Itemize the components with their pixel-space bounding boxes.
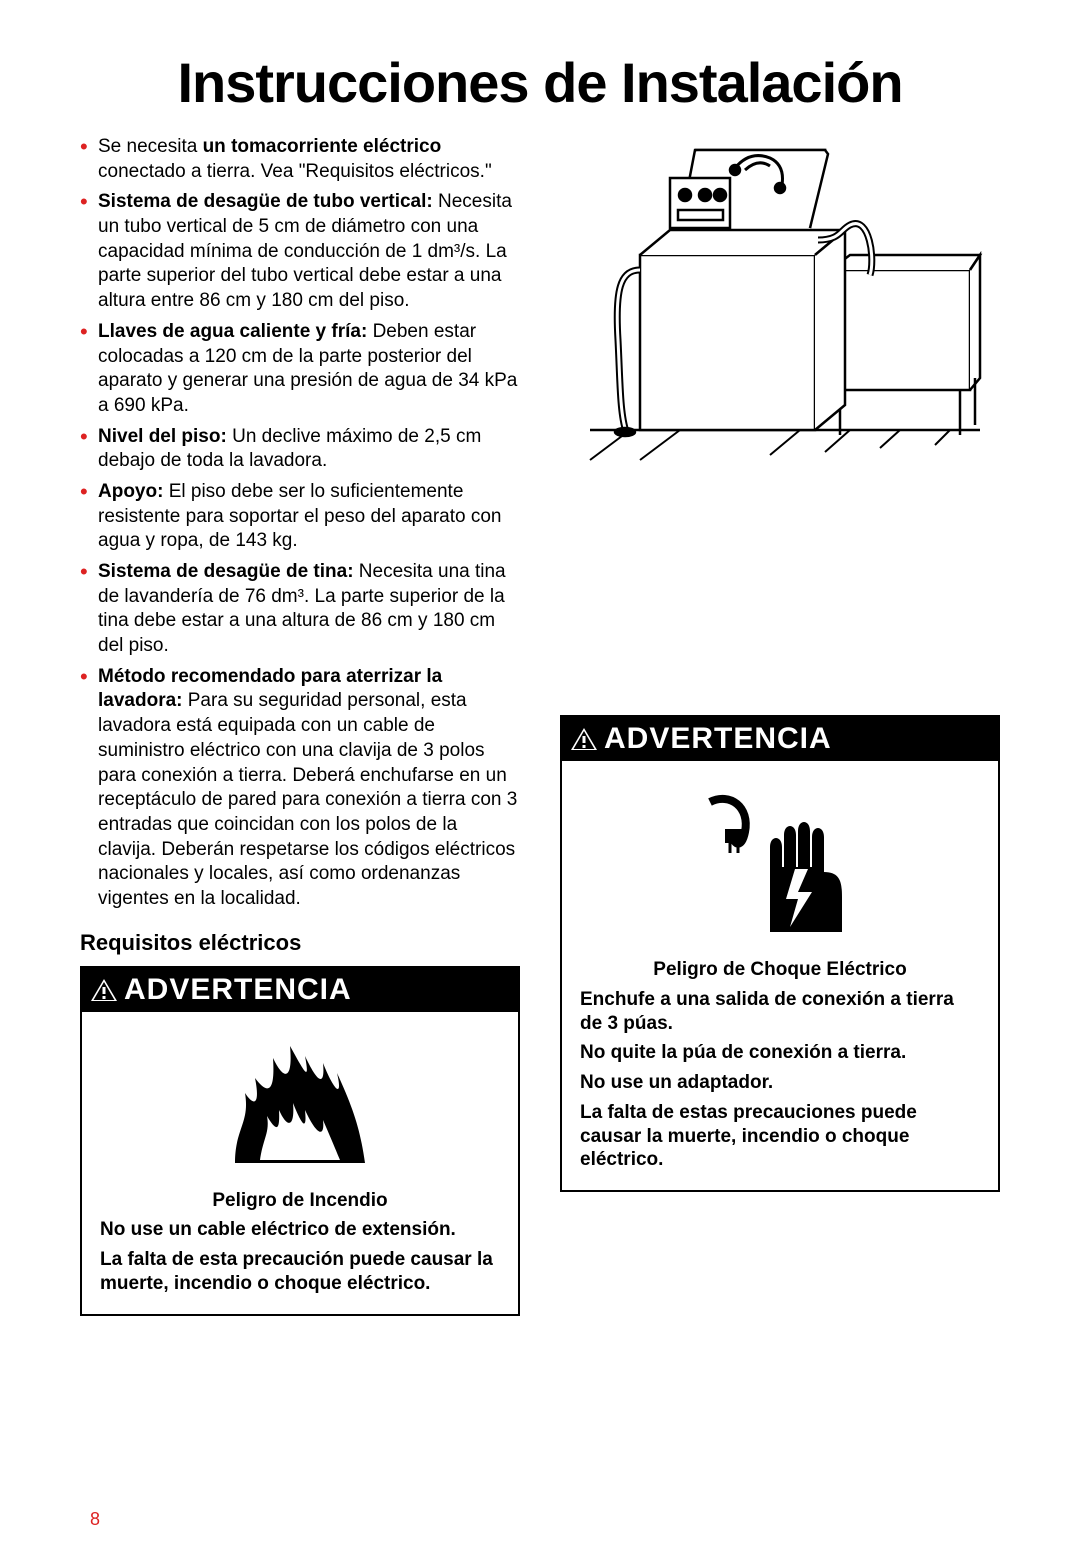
list-item: Llaves de agua caliente y fría: Deben es… xyxy=(80,320,520,419)
section-heading: Requisitos eléctricos xyxy=(80,930,520,956)
requirements-list: Se necesita un tomacorriente eléctrico c… xyxy=(80,135,520,912)
bold-text: un tomacorriente eléctrico xyxy=(203,136,442,157)
warning-body: Peligro de Choque Eléctrico Enchufe a un… xyxy=(562,761,998,1190)
page-number: 8 xyxy=(90,1509,100,1530)
list-item: Se necesita un tomacorriente eléctrico c… xyxy=(80,135,520,184)
warning-line: No use un cable eléctrico de extensión. xyxy=(100,1218,500,1242)
shock-warning-box: ADVERTENCIA Peligro d xyxy=(560,715,1000,1192)
warning-body: Peligro de Incendio No use un cable eléc… xyxy=(82,1012,518,1314)
list-item: Nivel del piso: Un declive máximo de 2,5… xyxy=(80,425,520,474)
fire-icon-area xyxy=(100,1026,500,1183)
warning-triangle-icon xyxy=(570,727,598,751)
warning-label: ADVERTENCIA xyxy=(604,722,832,756)
warning-label: ADVERTENCIA xyxy=(124,973,352,1007)
list-item: Sistema de desagüe de tubo vertical: Nec… xyxy=(80,190,520,313)
fire-icon xyxy=(225,1038,375,1168)
text: Para su seguridad personal, esta lavador… xyxy=(98,690,517,909)
bold-text: Apoyo: xyxy=(98,481,163,502)
right-column: ADVERTENCIA Peligro d xyxy=(560,135,1000,1316)
list-item: Método recomendado para aterrizar la lav… xyxy=(80,665,520,912)
warning-triangle-icon xyxy=(90,978,118,1002)
left-column: Se necesita un tomacorriente eléctrico c… xyxy=(80,135,520,1316)
warning-line: La falta de estas precauciones puede cau… xyxy=(580,1101,980,1172)
warning-heading: Peligro de Choque Eléctrico xyxy=(580,958,980,982)
list-item: Sistema de desagüe de tina: Necesita una… xyxy=(80,560,520,659)
text: conectado a tierra. Vea "Requisitos eléc… xyxy=(98,161,492,182)
warning-header: ADVERTENCIA xyxy=(82,968,518,1012)
bold-text: Sistema de desagüe de tubo vertical: xyxy=(98,191,433,212)
content-columns: Se necesita un tomacorriente eléctrico c… xyxy=(80,135,1000,1316)
fire-warning-box: ADVERTENCIA Peligro de Incendio No use u… xyxy=(80,966,520,1316)
washer-diagram xyxy=(560,135,1000,475)
list-item: Apoyo: El piso debe ser lo suficientemen… xyxy=(80,480,520,554)
text: Se necesita xyxy=(98,136,203,157)
shock-icon-area xyxy=(580,775,980,952)
bold-text: Sistema de desagüe de tina: xyxy=(98,561,354,582)
bold-text: Llaves de agua caliente y fría: xyxy=(98,321,367,342)
warning-line: Enchufe a una salida de conexión a tierr… xyxy=(580,988,980,1036)
warning-header: ADVERTENCIA xyxy=(562,717,998,761)
bold-text: Nivel del piso: xyxy=(98,426,227,447)
warning-line: No quite la púa de conexión a tierra. xyxy=(580,1041,980,1065)
warning-line: No use un adaptador. xyxy=(580,1071,980,1095)
shock-hand-icon xyxy=(700,787,860,937)
warning-heading: Peligro de Incendio xyxy=(100,1189,500,1213)
page-title: Instrucciones de Instalación xyxy=(80,50,1000,115)
warning-line: La falta de esta precaución puede causar… xyxy=(100,1248,500,1296)
